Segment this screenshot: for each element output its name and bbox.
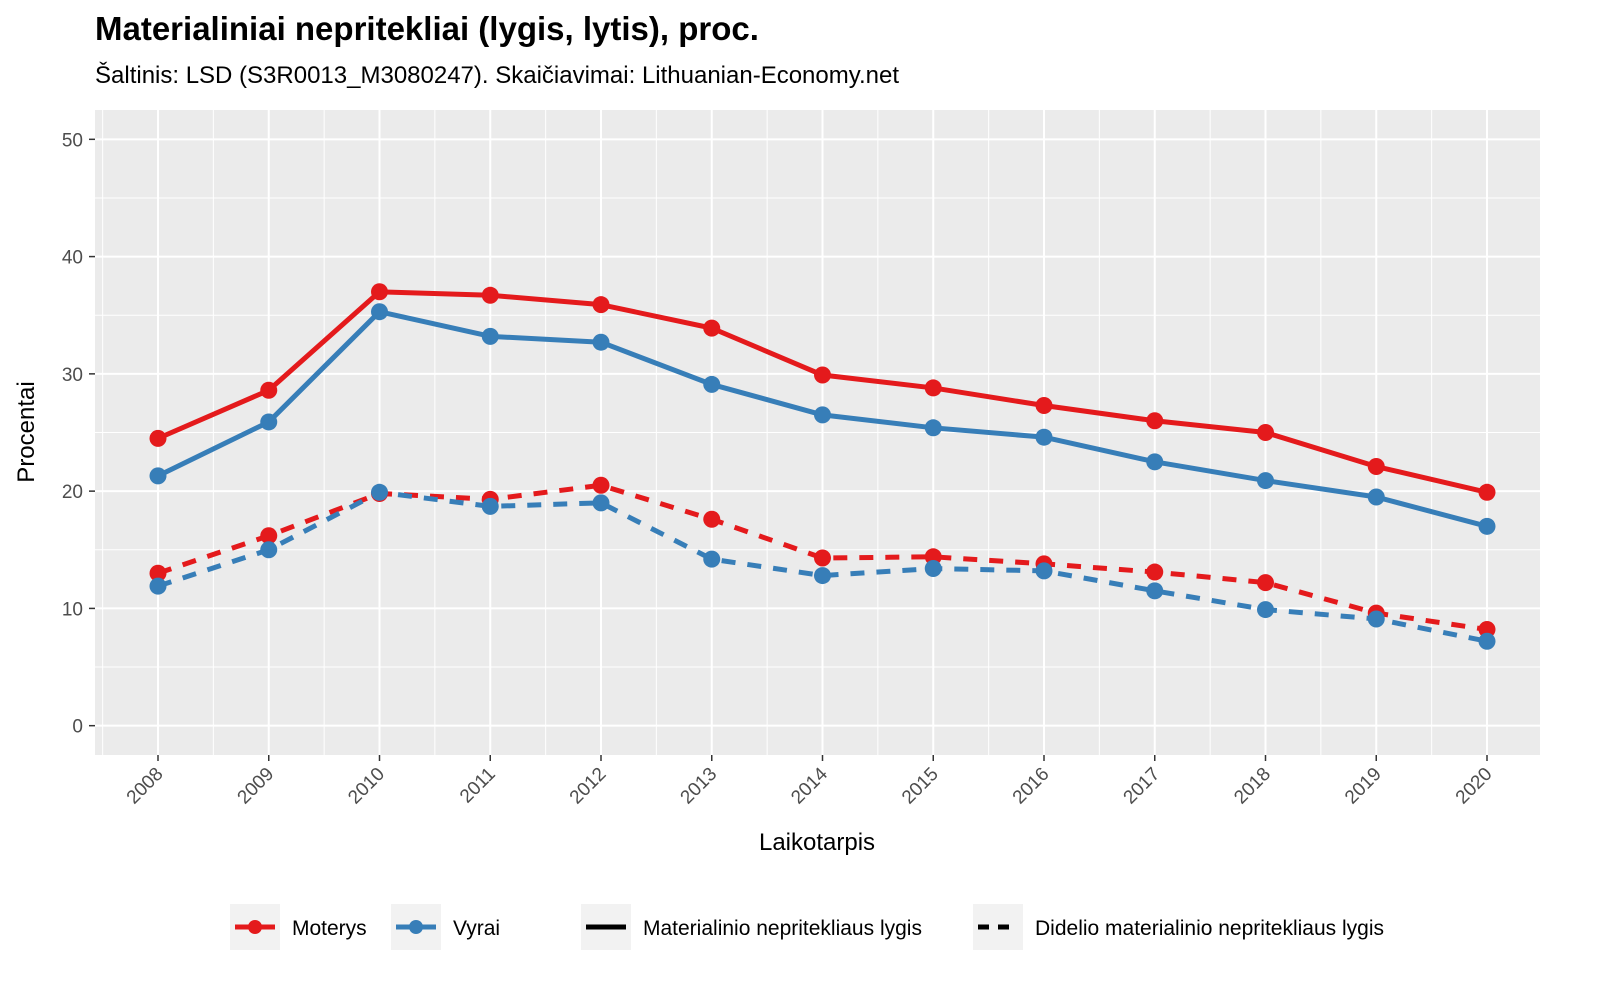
legend-label-moterys: Moterys [292,917,367,940]
data-point-moterys-solid [924,379,942,397]
x-axis-title: Laikotarpis [759,829,875,856]
y-tick-label: 10 [62,599,83,620]
x-tick-label: 2009 [234,764,279,809]
data-point-vyrai-solid [371,303,388,321]
data-point-moterys-solid [481,286,499,304]
y-axis-title: Procentai [13,381,40,482]
x-tick-label: 2019 [1341,764,1386,809]
data-point-vyrai-dashed [1035,562,1053,580]
data-point-moterys-solid [592,296,610,314]
legend-label-solid: Materialinio nepritekliaus lygis [643,917,922,940]
x-tick-label: 2018 [1230,764,1275,809]
data-point-moterys-dashed [814,549,831,567]
data-point-moterys-solid [1367,458,1385,476]
data-point-moterys-dashed [924,548,942,566]
data-point-moterys-solid [1146,412,1164,430]
data-point-moterys-dashed [703,510,721,528]
data-point-moterys-dashed [149,564,167,582]
data-point-vyrai-solid [1035,428,1053,446]
data-point-vyrai-dashed [703,550,721,568]
legend-key-point-vyrai [409,920,423,934]
data-point-vyrai-dashed [1257,601,1274,619]
data-point-moterys-solid [1478,483,1496,501]
legend-label-vyrai: Vyrai [453,917,500,940]
chart-subtitle: Šaltinis: LSD (S3R0013_M3080247). Skaiči… [95,62,899,89]
data-point-moterys-solid [1035,397,1053,415]
data-point-vyrai-solid [1146,453,1164,471]
grid-minor [95,110,1540,755]
legend-key-point-moterys [248,920,262,934]
x-tick-label: 2014 [787,763,832,808]
data-point-moterys-solid [371,283,388,301]
data-point-moterys-solid [149,429,167,447]
x-tick-label: 2011 [456,764,500,808]
data-point-vyrai-dashed [1478,632,1496,650]
data-point-vyrai-dashed [592,494,610,512]
series-points [149,283,1496,650]
x-tick-label: 2015 [898,764,943,809]
data-point-vyrai-dashed [260,541,278,559]
x-tick-label: 2010 [344,764,389,809]
y-axis: 0 10 20 30 40 50 [62,130,95,738]
data-point-vyrai-solid [592,333,610,351]
data-point-moterys-solid [260,381,278,399]
data-point-moterys-solid [703,319,721,337]
x-tick-label: 2017 [1120,764,1165,809]
y-tick-label: 0 [72,717,83,738]
data-point-moterys-dashed [260,527,278,545]
data-point-vyrai-dashed [481,497,499,515]
data-point-vyrai-solid [814,406,831,424]
data-point-vyrai-solid [1367,488,1385,506]
data-point-vyrai-dashed [149,577,167,595]
data-point-moterys-solid [814,366,831,384]
data-point-moterys-dashed [1257,574,1274,592]
x-tick-label: 2008 [123,764,168,809]
chart-title: Materialiniai nepritekliai (lygis, lytis… [95,10,759,47]
data-point-moterys-dashed [592,476,610,494]
legend-label-dashed: Didelio materialinio nepritekliaus lygis [1035,917,1384,940]
data-point-vyrai-dashed [814,567,831,585]
data-point-vyrai-solid [481,327,499,345]
y-tick-label: 20 [62,482,83,503]
data-point-vyrai-dashed [1146,582,1164,600]
x-axis: 2008 2009 2010 2011 2012 2013 2014 2015 2016 2017… [123,755,1497,808]
x-tick-label: 2016 [1009,764,1054,809]
x-tick-label: 2020 [1452,764,1497,809]
data-point-vyrai-solid [149,467,167,485]
data-point-moterys-dashed [1146,563,1164,581]
data-point-vyrai-solid [260,413,278,431]
data-point-vyrai-dashed [924,560,942,578]
y-tick-label: 40 [62,248,83,269]
y-tick-label: 50 [62,130,83,151]
data-point-moterys-solid [1257,424,1274,441]
data-point-vyrai-solid [924,419,942,437]
y-tick-label: 30 [62,365,83,386]
data-point-vyrai-solid [1257,472,1274,490]
data-point-moterys-dashed [1478,621,1496,639]
x-tick-label: 2013 [677,764,722,809]
data-point-vyrai-solid [1478,517,1496,535]
legend: Moterys Vyrai Materialinio nepritekliaus… [230,904,1384,950]
x-tick-label: 2012 [566,764,611,809]
data-point-vyrai-dashed [1367,610,1385,628]
data-point-vyrai-solid [703,375,721,393]
data-point-vyrai-dashed [371,483,388,501]
